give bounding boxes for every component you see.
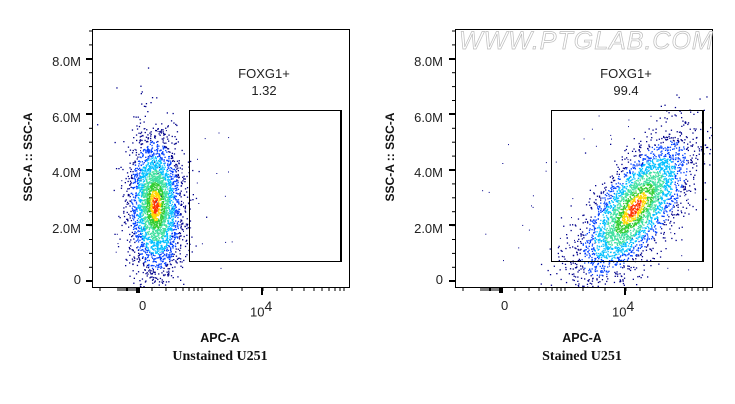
plot-caption: Unstained U251 <box>172 349 268 364</box>
gate-percentage: 99.4 <box>613 83 639 98</box>
y-tick-6m: 6.0M <box>414 110 443 125</box>
x-axis-title: APC-A <box>200 331 240 345</box>
x-tick-10e4: 104 <box>612 298 634 319</box>
y-tick-4m: 4.0M <box>52 165 81 180</box>
gate-percentage: 1.32 <box>251 83 277 98</box>
x-tick-10e4: 104 <box>250 298 272 319</box>
y-tick-4m: 4.0M <box>414 165 443 180</box>
x-tick-0: 0 <box>501 298 509 313</box>
scatter-points <box>482 94 712 287</box>
gate-foxg1[interactable] <box>551 110 704 262</box>
gate-foxg1[interactable] <box>189 110 342 262</box>
y-tick-0: 0 <box>73 272 81 287</box>
plot-panel-stained: SSC-A :: SSC-A 8.0M 6.0M 4.0M 2.0M 0 WWW… <box>362 0 729 404</box>
y-tick-8m: 8.0M <box>52 54 81 69</box>
x-tick-base: 10 <box>612 304 627 320</box>
gate-label: FOXG1+ <box>238 66 290 81</box>
y-tick-2m: 2.0M <box>414 221 443 236</box>
plot-caption: Stained U251 <box>542 349 622 364</box>
x-tick-base: 10 <box>250 304 265 320</box>
y-tick-6m: 6.0M <box>52 110 81 125</box>
watermark: WWW.PTGLAB.COM <box>459 27 714 56</box>
x-tick-exponent: 4 <box>626 298 635 314</box>
gate-label: FOXG1+ <box>600 66 652 81</box>
scatter-points <box>97 67 233 287</box>
y-tick-2m: 2.0M <box>52 221 81 236</box>
x-tick-exponent: 4 <box>264 298 273 314</box>
plot-area <box>92 29 350 288</box>
plot-area <box>455 29 713 288</box>
x-tick-0: 0 <box>139 298 147 313</box>
y-tick-8m: 8.0M <box>414 54 443 69</box>
y-tick-0: 0 <box>435 272 443 287</box>
x-axis-title: APC-A <box>562 331 602 345</box>
axis-ticks <box>449 30 708 295</box>
axis-ticks <box>86 30 345 295</box>
plot-panel-unstained: SSC-A :: SSC-A 8.0M 6.0M 4.0M 2.0M 0 FOX… <box>0 0 367 404</box>
